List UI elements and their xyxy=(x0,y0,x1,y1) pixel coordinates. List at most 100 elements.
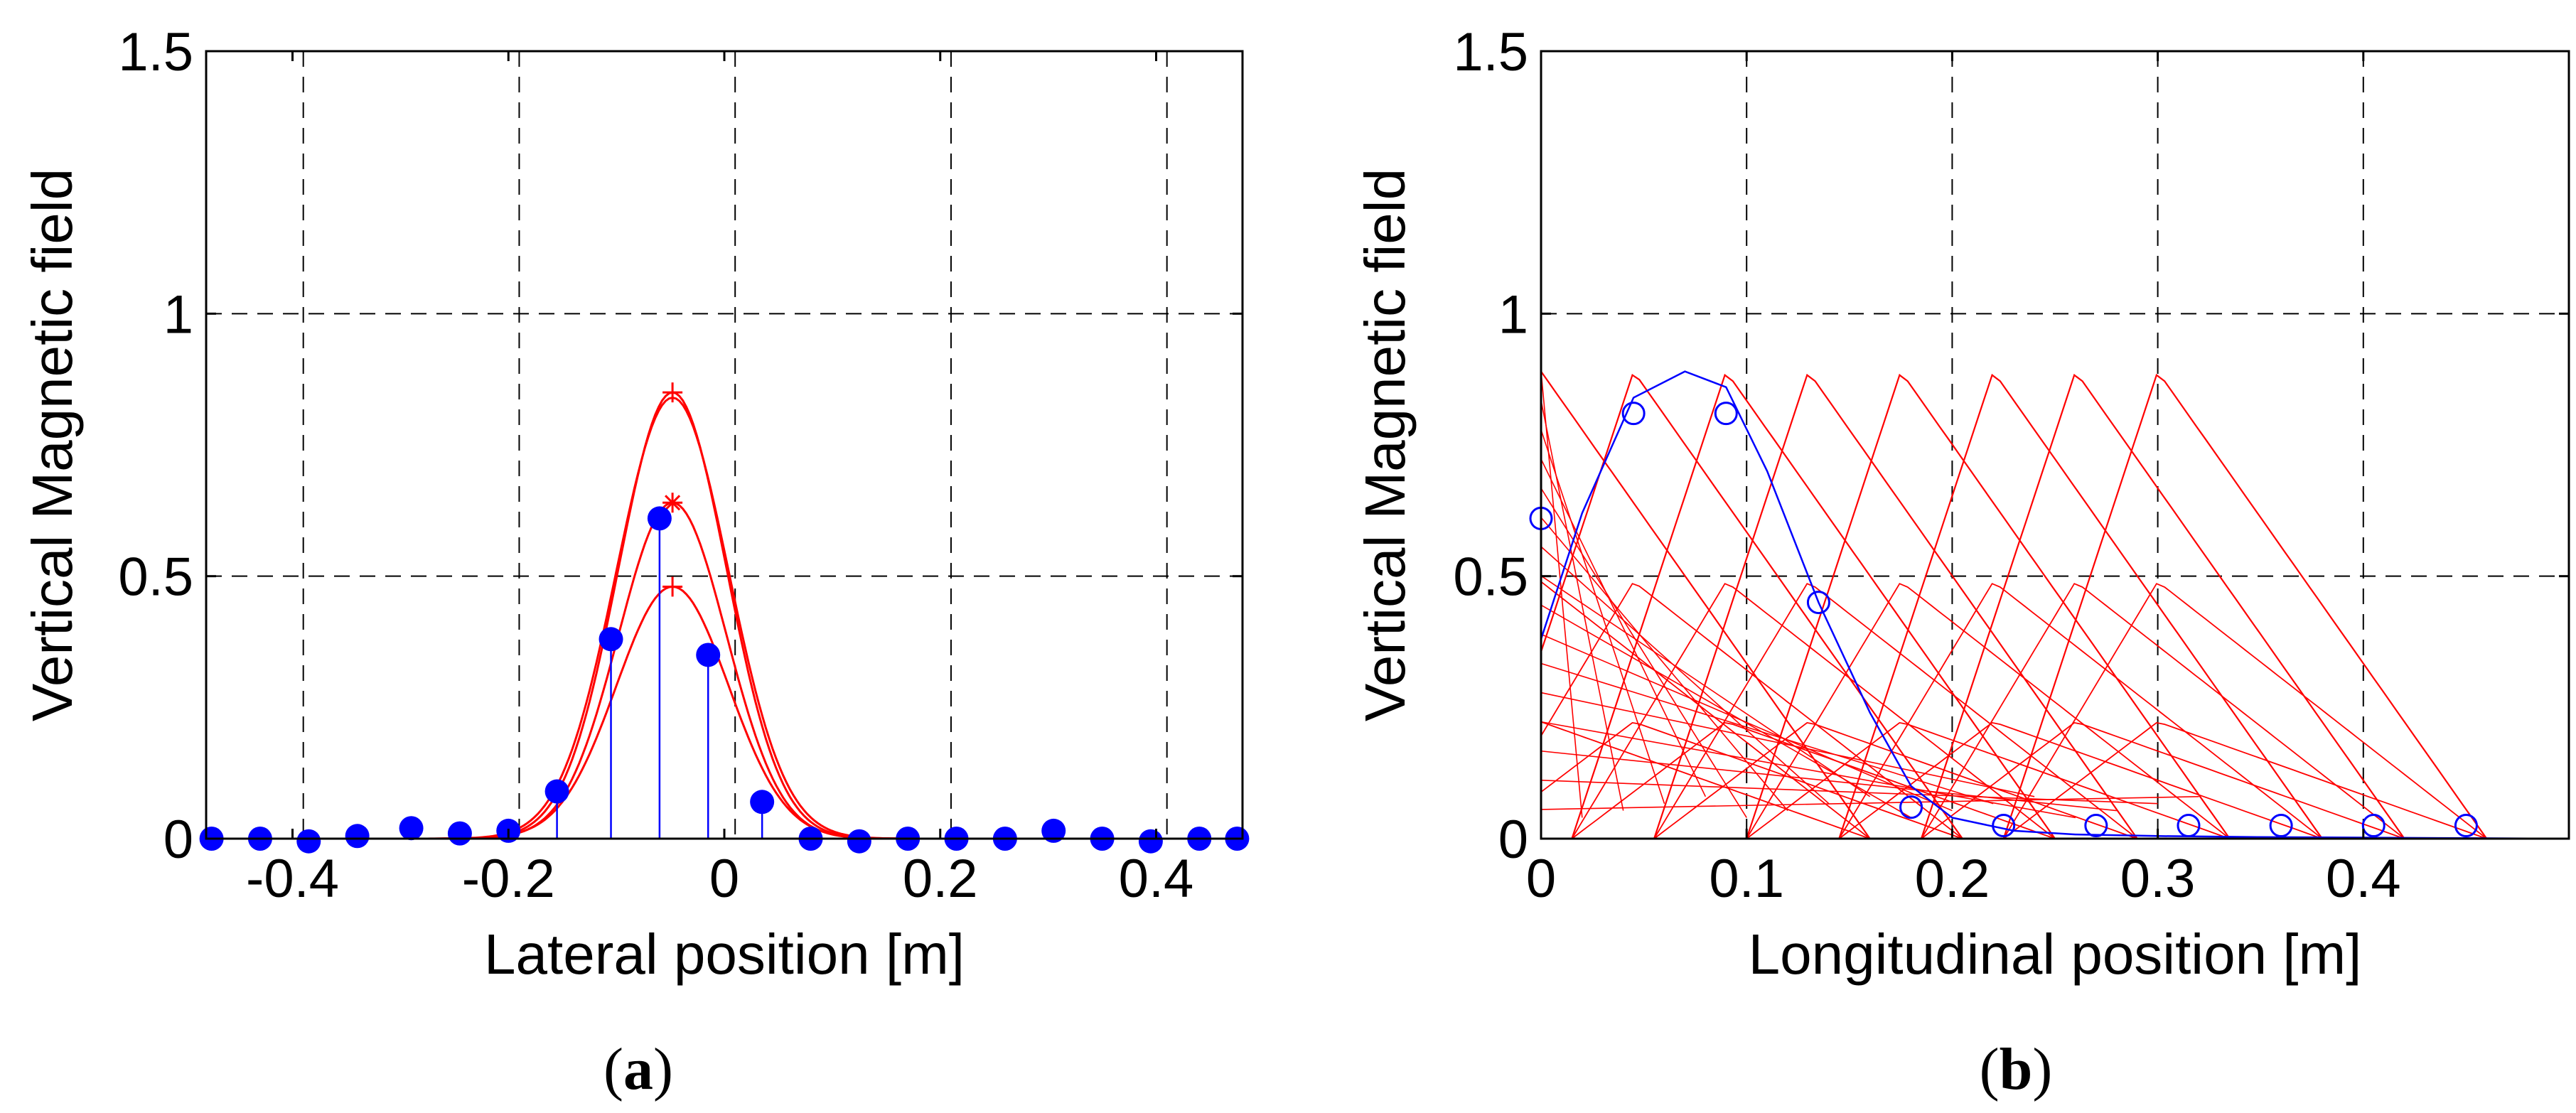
panel-a-ticks: -0.4 -0.2 0 0.2 0.4 0 0.5 1 1.5 xyxy=(118,22,1243,909)
panel-b-red-curve-5 xyxy=(1838,373,2323,839)
panel-b-point-1 xyxy=(1621,402,1646,426)
panel-b-ytick-label-0: 0 xyxy=(1498,810,1528,870)
panel-b-red-fan-4-2 xyxy=(1746,721,2231,839)
panel-b-point-4 xyxy=(1899,795,1923,819)
panel-a-point-8 xyxy=(599,627,623,652)
panel-b-red-fan-7-1 xyxy=(2002,583,2487,839)
panel-b-ytick-label-3: 1.5 xyxy=(1453,22,1528,82)
panel-b-red-cross-12 xyxy=(1540,721,2076,819)
panel-b-red-cross-4 xyxy=(1540,488,1747,818)
panel-b-ytick-label-1: 0.5 xyxy=(1453,547,1528,608)
panel-b-label-open: ( xyxy=(1980,1036,2000,1102)
panel-b-xtick-label-1: 0.1 xyxy=(1709,849,1784,909)
panel-b-red-fan-6-1 xyxy=(1921,583,2405,839)
panel-a-ytick-label-2: 1 xyxy=(163,284,193,345)
panel-a-point-7 xyxy=(544,779,569,804)
panel-b-red-fan-1-1 xyxy=(1540,583,1963,839)
panel-b-red-fan-5-2 xyxy=(1838,721,2323,839)
panel-b-red-cross-1 xyxy=(1540,400,1624,811)
panel-a-point-11 xyxy=(750,790,775,814)
panel-a-x-axis-label: Lateral position [m] xyxy=(484,923,965,986)
panel-a-label-open: ( xyxy=(603,1036,623,1102)
panel-a-label-letter: a xyxy=(623,1036,653,1102)
panel-a-xtick-label-4: 0.4 xyxy=(1119,849,1194,909)
panel-a-ytick-label-0: 0 xyxy=(163,810,193,870)
panel-a-xtick-label-2: 0 xyxy=(709,849,739,909)
panel-b-red-curve-7 xyxy=(2002,373,2488,839)
panel-b-red-fan-6-2 xyxy=(1921,721,2405,839)
panel-b-red-fan-4-1 xyxy=(1746,583,2231,839)
panel-b-red-fan-3-2 xyxy=(1653,721,2138,839)
panel-b-red-fan-7-2 xyxy=(2003,721,2487,839)
panel-b-red-fan-2-1 xyxy=(1571,583,2056,839)
panel-b-red-cross-10 xyxy=(1540,662,1994,805)
panel-a-label: (a) xyxy=(603,1036,673,1102)
panel-b-point-6 xyxy=(2084,814,2108,838)
panel-b-points xyxy=(1529,370,2570,840)
panel-b-axes-frame xyxy=(1540,50,2570,840)
panel-a-xtick-label-0: -0.4 xyxy=(246,849,339,909)
panel-b-red-fan-2-2 xyxy=(1571,721,2056,839)
panel-b-y-axis-label: Vertical Magnetic field xyxy=(1353,168,1417,721)
panel-b-label: (b) xyxy=(1980,1036,2053,1102)
panel-b-red-cross-7 xyxy=(1540,575,1871,797)
panel-a-y-axis-label: Vertical Magnetic field xyxy=(21,168,84,721)
panel-a-point-9 xyxy=(647,506,672,531)
panel-b-xtick-label-3: 0.3 xyxy=(2120,849,2196,909)
panel-a-peak-marker-1 xyxy=(662,493,683,513)
panel-b-blue-curve xyxy=(1540,370,2570,840)
panel-a-xtick-label-1: -0.2 xyxy=(462,849,555,909)
panel-b-point-3 xyxy=(1806,591,1830,615)
panel-b: 0 0.1 0.2 0.3 0.4 0 0.5 1 1.5 Longitudinal posit… xyxy=(1353,22,2570,1102)
panel-b-red-cross-6 xyxy=(1540,546,1830,805)
panel-a-point-5 xyxy=(447,821,472,846)
panel-b-point-2 xyxy=(1714,402,1738,426)
panel-b-red-curve-2 xyxy=(1571,373,2056,839)
panel-a-label-close: ) xyxy=(653,1036,673,1102)
panel-b-red-cross-9 xyxy=(1540,633,1953,812)
panel-b-x-axis-label: Longitudinal position [m] xyxy=(1749,923,2362,986)
panel-a-point-10 xyxy=(696,642,721,667)
panel-b-point-5 xyxy=(1992,814,2016,838)
panel-b-point-8 xyxy=(2269,814,2293,838)
panel-b-ytick-label-2: 1 xyxy=(1498,284,1528,345)
panel-b-curves xyxy=(1540,370,2569,840)
panel-b-xtick-label-4: 0.4 xyxy=(2326,849,2401,909)
panel-b-red-cross-3 xyxy=(1540,458,1707,797)
panel-b-label-close: ) xyxy=(2032,1036,2052,1102)
panel-b-ticks: 0 0.1 0.2 0.3 0.4 0 0.5 1 1.5 xyxy=(1453,22,2569,909)
panel-a: -0.4 -0.2 0 0.2 0.4 0 0.5 1 1.5 Lateral position… xyxy=(21,22,1250,1102)
panel-a-grid xyxy=(206,51,1243,839)
panel-a-xtick-label-3: 0.2 xyxy=(903,849,978,909)
panel-b-red-cross-15 xyxy=(1540,796,2199,810)
panel-b-red-fan-5-1 xyxy=(1838,583,2323,839)
panel-b-red-curve-6 xyxy=(1920,373,2405,839)
panel-b-red-fan-0-1 xyxy=(1540,581,1871,839)
panel-b-point-10 xyxy=(2454,814,2478,838)
panel-b-red-curve-1 xyxy=(1540,373,1963,839)
panel-b-label-letter: b xyxy=(2000,1036,2033,1102)
panel-a-peak-marker-0 xyxy=(662,382,683,403)
panel-b-red-curve-3 xyxy=(1653,373,2138,839)
panel-a-point-3 xyxy=(345,824,370,849)
panel-b-red-cross-8 xyxy=(1540,604,1911,819)
panel-b-red-cross-13 xyxy=(1540,750,2117,812)
panel-b-xtick-label-0: 0 xyxy=(1526,849,1556,909)
panel-a-ytick-label-1: 0.5 xyxy=(118,547,193,608)
panel-b-red-cross-11 xyxy=(1540,692,2035,797)
panel-b-red-cross-5 xyxy=(1540,517,1788,812)
panel-a-point-2 xyxy=(296,829,321,854)
panel-b-point-7 xyxy=(2177,814,2201,838)
panel-a-point-17 xyxy=(1041,818,1066,843)
panel-a-point-13 xyxy=(847,829,871,854)
panel-b-red-cross-0 xyxy=(1540,371,1583,818)
panel-b-red-fan-0-2 xyxy=(1540,721,1870,839)
panel-b-red-curve-0 xyxy=(1540,370,1871,839)
panel-a-point-4 xyxy=(399,816,424,841)
panel-b-red-fan-3-1 xyxy=(1653,583,2138,839)
panel-a-peak-marker-2 xyxy=(662,576,683,597)
panel-a-ytick-label-3: 1.5 xyxy=(118,22,193,82)
panel-b-point-9 xyxy=(2361,814,2386,838)
